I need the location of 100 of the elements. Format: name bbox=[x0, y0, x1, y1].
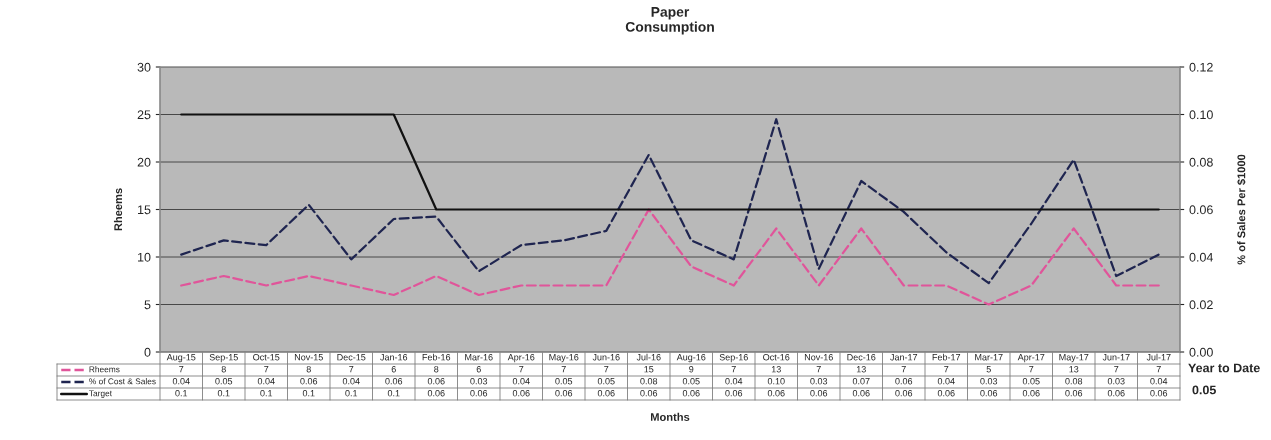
data-label: 0.06 bbox=[895, 390, 913, 397]
data-label: 13 bbox=[1069, 366, 1079, 373]
legend-label: % of Cost & Sales bbox=[89, 378, 156, 385]
data-label: 7 bbox=[179, 366, 184, 373]
data-label: 7 bbox=[901, 366, 906, 373]
legend-label: Target bbox=[89, 390, 112, 398]
y-tick-label: 15 bbox=[138, 205, 151, 215]
data-label: 0.05 bbox=[1022, 378, 1040, 385]
x-tick-label: Sep-16 bbox=[719, 354, 748, 363]
y2-tick-label: 0.06 bbox=[1189, 205, 1213, 215]
data-label: 6 bbox=[476, 366, 481, 373]
data-label: 0.06 bbox=[427, 390, 445, 397]
data-label: 0.05 bbox=[682, 378, 700, 385]
data-label: 0.03 bbox=[980, 378, 998, 385]
data-label: 0.04 bbox=[512, 378, 530, 385]
data-label: 7 bbox=[731, 366, 736, 373]
y-tick-label: 5 bbox=[144, 300, 151, 310]
data-label: 0.03 bbox=[470, 378, 488, 385]
data-label: 0.04 bbox=[342, 378, 360, 385]
x-tick-label: Dec-15 bbox=[337, 354, 366, 361]
data-label: 0.06 bbox=[470, 390, 488, 397]
data-label: 8 bbox=[221, 366, 226, 373]
data-label: 8 bbox=[306, 366, 311, 373]
data-label: 9 bbox=[689, 366, 694, 373]
data-label: 0.06 bbox=[937, 390, 955, 397]
x-axis-title: Months bbox=[651, 412, 690, 421]
x-tick-label: Jan-17 bbox=[890, 354, 918, 361]
data-label: 0.06 bbox=[1022, 390, 1040, 397]
data-label: 0.1 bbox=[345, 390, 358, 397]
data-label: 0.03 bbox=[1107, 378, 1125, 385]
x-tick-label: Jul-17 bbox=[1146, 353, 1171, 361]
y2-axis-title: % of Sales Per $1000 bbox=[1236, 154, 1246, 265]
data-label: 0.08 bbox=[1065, 378, 1083, 385]
data-label: 0.07 bbox=[852, 378, 870, 385]
data-label: 5 bbox=[986, 366, 991, 373]
x-tick-label: Sep-15 bbox=[209, 354, 238, 363]
x-tick-label: Aug-15 bbox=[166, 354, 196, 363]
data-label: 0.06 bbox=[427, 378, 445, 385]
y2-tick-label: 0.02 bbox=[1189, 300, 1213, 310]
data-label: 7 bbox=[1114, 366, 1119, 373]
x-tick-label: Mar-17 bbox=[975, 354, 1003, 361]
data-label: 0.06 bbox=[640, 390, 658, 397]
data-label: 0.1 bbox=[302, 390, 315, 397]
data-label: 7 bbox=[264, 366, 269, 373]
data-label: 0.04 bbox=[172, 378, 190, 385]
data-label: 0.1 bbox=[217, 390, 230, 397]
data-label: 0.06 bbox=[895, 378, 913, 385]
y-tick-label: 0 bbox=[144, 347, 151, 357]
data-label: 0.06 bbox=[852, 390, 870, 397]
y2-tick-label: 0.12 bbox=[1189, 62, 1213, 72]
text: Year to Date bbox=[1188, 363, 1260, 373]
y2-tick-label: 0.10 bbox=[1189, 110, 1213, 120]
data-label: 0.06 bbox=[300, 378, 318, 385]
data-label: 8 bbox=[434, 366, 439, 373]
y-tick-label: 10 bbox=[138, 252, 151, 262]
data-label: 0.06 bbox=[1065, 390, 1083, 397]
data-label: 13 bbox=[856, 366, 866, 373]
legend-label: Rheems bbox=[89, 366, 120, 373]
data-label: 7 bbox=[561, 366, 566, 373]
data-label: 7 bbox=[816, 366, 821, 373]
y-axis-title: Rheems bbox=[113, 188, 123, 231]
y-tick-label: 20 bbox=[137, 157, 151, 167]
data-label: 7 bbox=[519, 366, 524, 373]
chart-title: Paper Consumption bbox=[625, 7, 714, 35]
x-tick-label: Apr-17 bbox=[1017, 354, 1045, 363]
data-label: 7 bbox=[1156, 366, 1161, 373]
data-label: 0.04 bbox=[725, 378, 743, 385]
data-label: 7 bbox=[349, 366, 354, 373]
data-label: 6 bbox=[391, 366, 396, 373]
data-label: 0.04 bbox=[1150, 378, 1168, 385]
x-tick-label: May-17 bbox=[1059, 354, 1089, 363]
x-tick-label: Apr-16 bbox=[507, 354, 535, 363]
y2-tick-label: 0.04 bbox=[1189, 252, 1213, 262]
x-tick-label: May-16 bbox=[549, 354, 579, 363]
data-label: 0.03 bbox=[810, 378, 828, 385]
data-label: 7 bbox=[944, 366, 949, 373]
x-tick-label: Jun-17 bbox=[1102, 354, 1130, 361]
x-tick-label: Oct-16 bbox=[763, 354, 790, 361]
data-label: 0.06 bbox=[555, 390, 573, 397]
line-series bbox=[180, 208, 1160, 306]
x-tick-label: Oct-15 bbox=[253, 354, 280, 361]
data-label: 0.06 bbox=[1150, 390, 1168, 397]
x-tick-label: Nov-16 bbox=[804, 354, 833, 361]
data-label: 0.06 bbox=[597, 390, 615, 397]
data-label: 7 bbox=[604, 366, 609, 373]
data-label: 13 bbox=[771, 366, 781, 373]
data-label: 0.1 bbox=[175, 390, 188, 397]
x-tick-label: Jul-16 bbox=[636, 353, 661, 361]
data-label: 0.1 bbox=[260, 390, 273, 397]
data-label: 0.06 bbox=[512, 390, 530, 397]
y2-tick-label: 0.00 bbox=[1189, 347, 1213, 357]
data-label: 0.04 bbox=[937, 378, 955, 385]
y2-tick-label: 0.08 bbox=[1189, 157, 1213, 167]
text: 0.05 bbox=[1192, 385, 1216, 395]
data-label: 0.06 bbox=[810, 390, 828, 397]
data-label: 0.05 bbox=[555, 378, 573, 385]
data-label: 0.08 bbox=[640, 378, 658, 385]
x-tick-label: Nov-15 bbox=[294, 354, 323, 361]
x-tick-label: Aug-16 bbox=[676, 354, 706, 363]
x-tick-label: Feb-16 bbox=[422, 353, 451, 361]
